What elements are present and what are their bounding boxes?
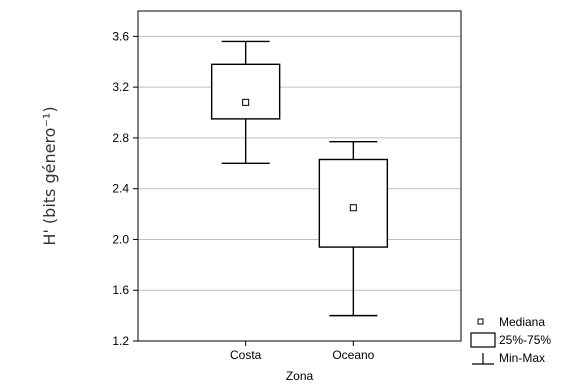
y-tick-label: 3.6	[112, 29, 129, 43]
median-marker	[349, 204, 357, 212]
box-iqr	[210, 63, 281, 120]
x-axis-label: Zona	[286, 369, 314, 383]
legend-label: 25%-75%	[499, 333, 551, 347]
median-marker	[242, 98, 250, 106]
box-iqr	[318, 158, 389, 248]
legend-box-marker	[470, 332, 496, 348]
x-tick-label: Costa	[230, 348, 262, 362]
y-axis-label: H' (bits género⁻¹)	[40, 106, 59, 245]
y-tick-label: 2.4	[112, 182, 129, 196]
legend-label: Mediana	[499, 315, 545, 329]
y-tick-label: 2.8	[112, 131, 129, 145]
y-tick-label: 2.0	[112, 232, 129, 246]
y-tick-label: 1.2	[112, 334, 129, 348]
legend-median-marker	[477, 318, 484, 325]
y-tick-label: 1.6	[112, 283, 129, 297]
legend-label: Min-Max	[499, 351, 545, 365]
plot-frame	[137, 10, 462, 342]
x-tick-label: Oceano	[332, 348, 374, 362]
y-tick-label: 3.2	[112, 80, 129, 94]
